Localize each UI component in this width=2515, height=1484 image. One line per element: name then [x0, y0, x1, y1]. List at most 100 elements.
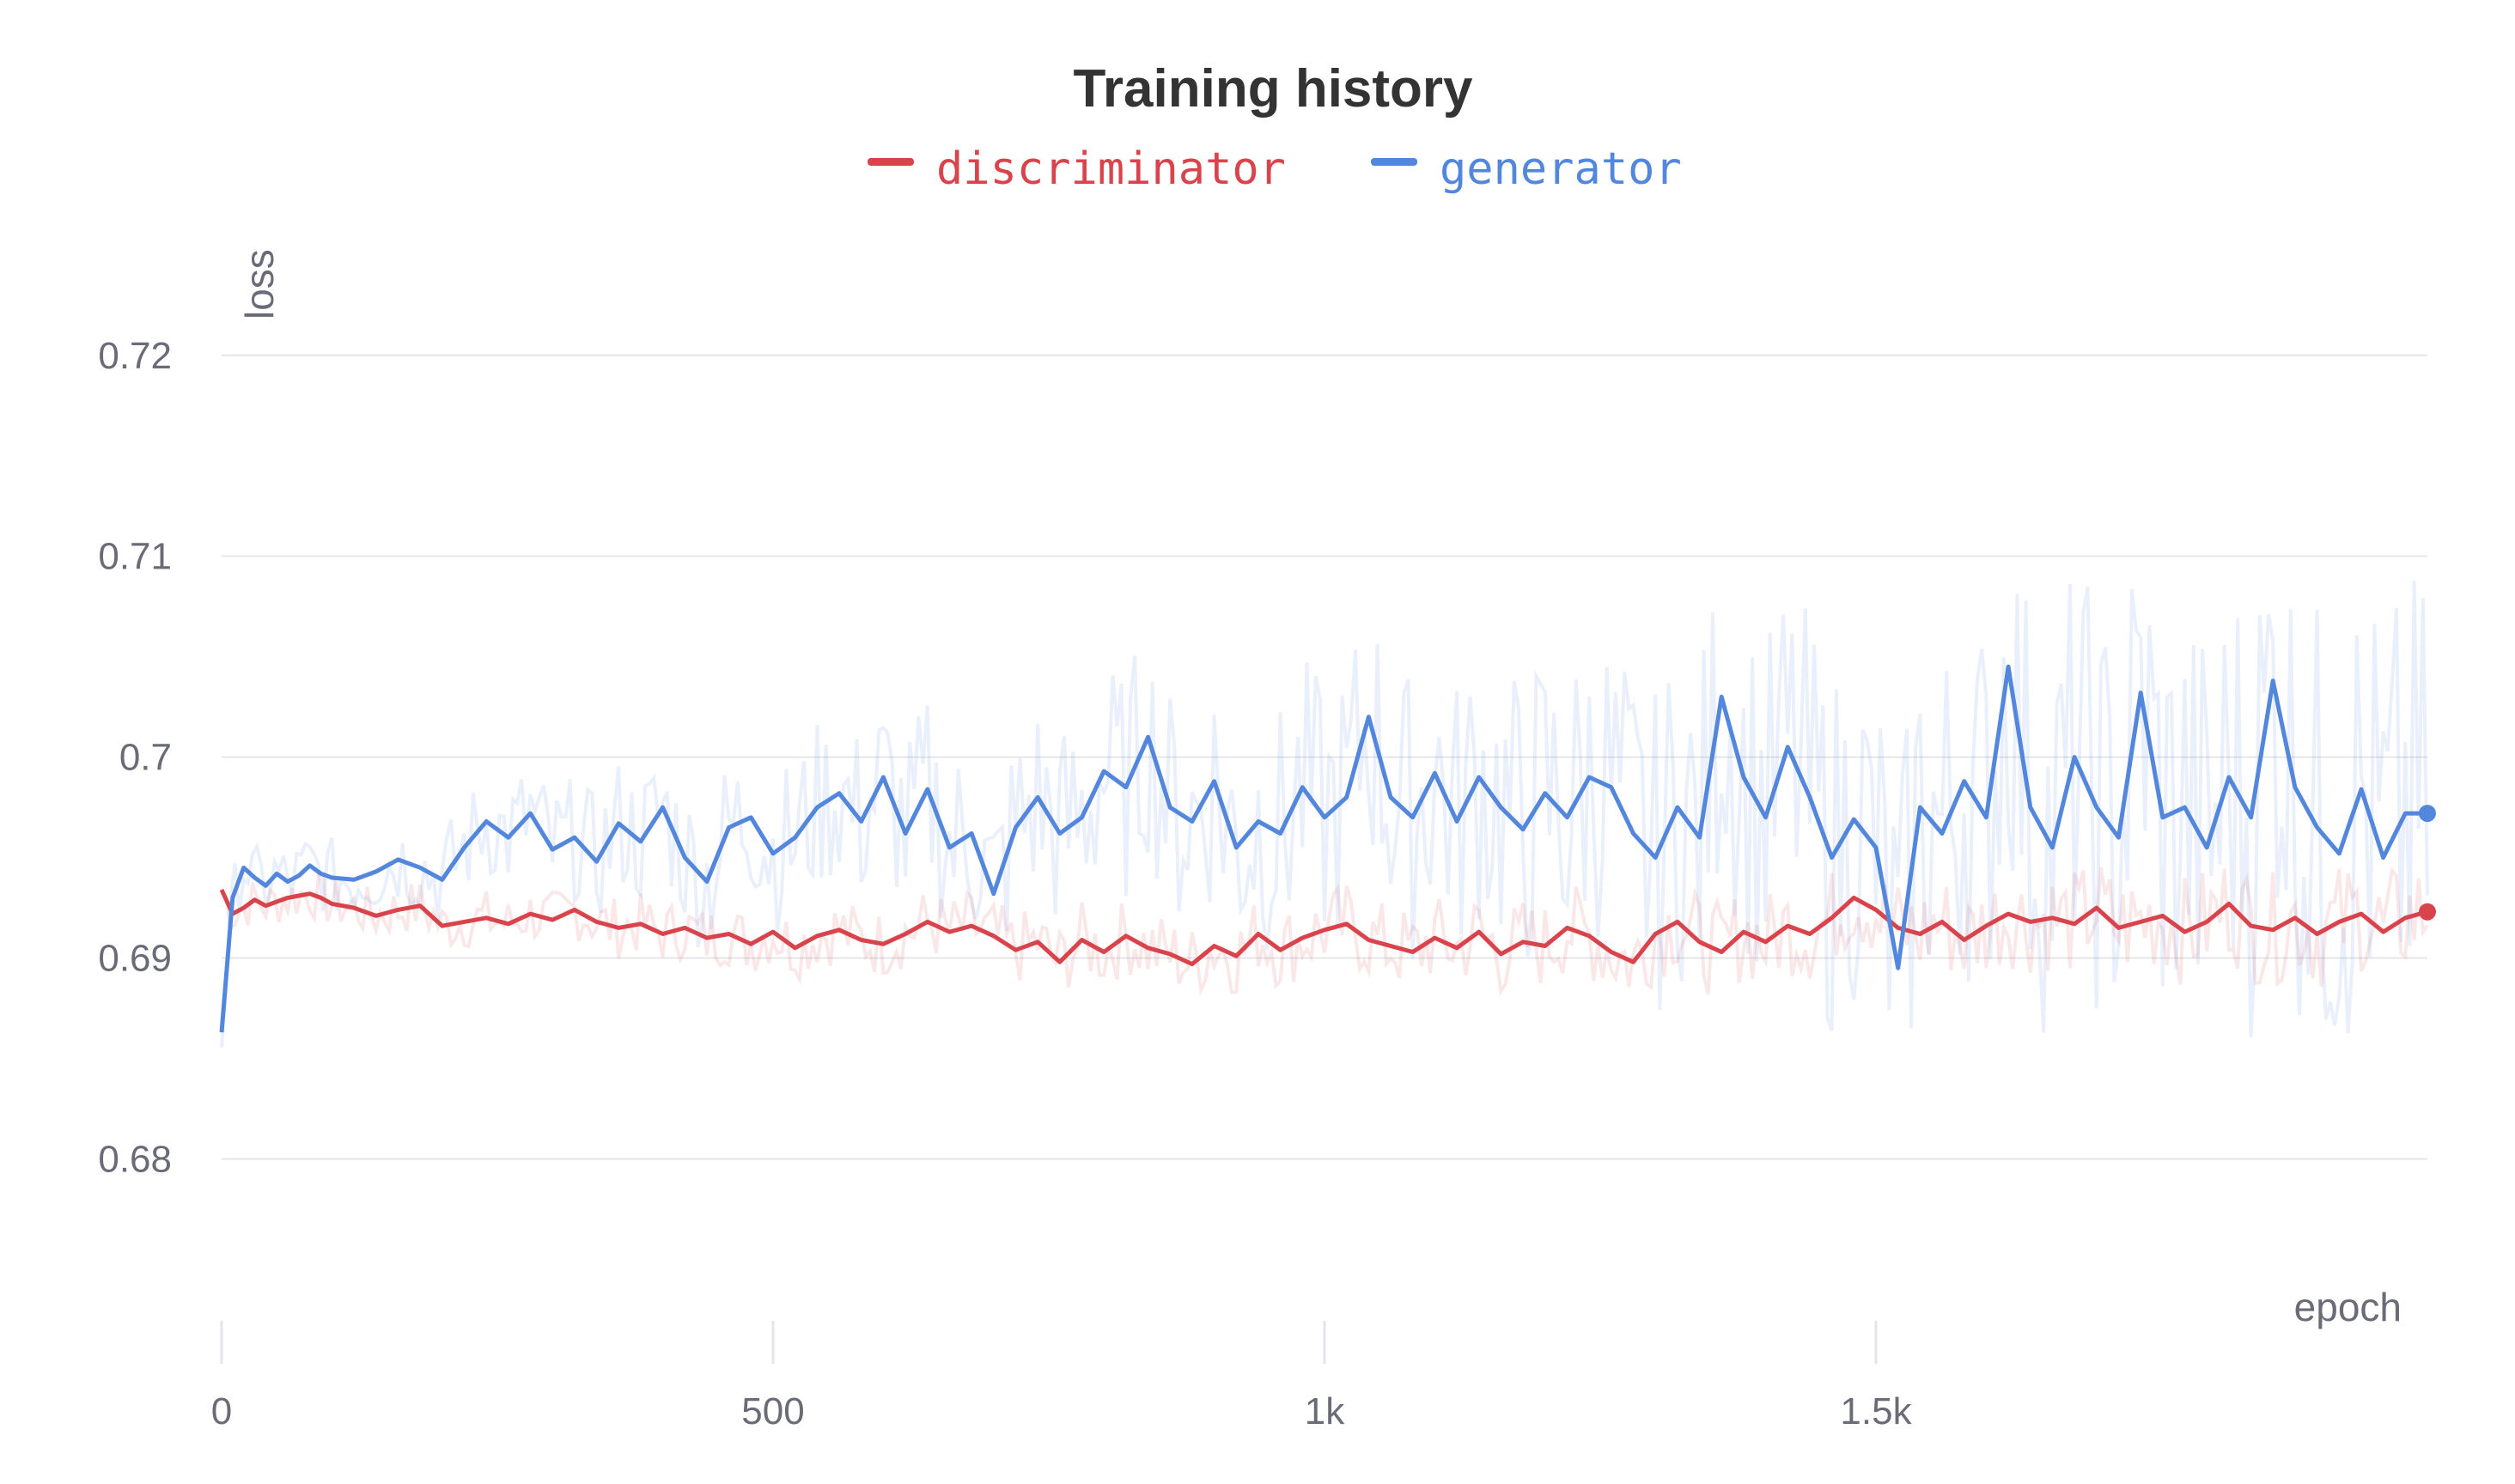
point-generator-86[interactable] — [2007, 665, 2011, 669]
point-generator-76[interactable] — [1786, 745, 1790, 749]
point-discriminator-2[interactable] — [241, 906, 246, 910]
point-discriminator-12[interactable] — [374, 914, 378, 918]
point-discriminator-23[interactable] — [617, 926, 621, 930]
point-generator-45[interactable] — [1102, 769, 1106, 774]
point-generator-57[interactable] — [1367, 715, 1371, 719]
point-generator-84[interactable] — [1962, 779, 1966, 783]
point-generator-89[interactable] — [2073, 755, 2077, 759]
point-discriminator-8[interactable] — [308, 891, 312, 896]
point-generator-24[interactable] — [638, 839, 642, 843]
point-discriminator-62[interactable] — [1477, 930, 1481, 934]
point-discriminator-54[interactable] — [1300, 936, 1305, 940]
point-discriminator-75[interactable] — [1763, 940, 1768, 944]
point-discriminator-19[interactable] — [528, 912, 533, 916]
point-discriminator-101[interactable] — [2337, 920, 2341, 924]
point-generator-104[interactable] — [2403, 812, 2408, 816]
point-discriminator-36[interactable] — [904, 932, 908, 936]
point-generator-18[interactable] — [506, 836, 510, 840]
point-discriminator-99[interactable] — [2293, 915, 2297, 920]
point-discriminator-89[interactable] — [2073, 921, 2077, 926]
point-generator-69[interactable] — [1631, 831, 1635, 836]
point-generator-99[interactable] — [2293, 785, 2297, 789]
point-discriminator-93[interactable] — [2160, 914, 2165, 918]
point-generator-27[interactable] — [705, 879, 709, 884]
point-generator-19[interactable] — [528, 812, 533, 816]
point-discriminator-74[interactable] — [1741, 930, 1745, 934]
point-discriminator-98[interactable] — [2271, 928, 2275, 932]
point-generator-59[interactable] — [1410, 815, 1415, 819]
point-generator-92[interactable] — [2139, 690, 2143, 695]
point-discriminator-68[interactable] — [1609, 950, 1613, 954]
point-discriminator-60[interactable] — [1433, 936, 1437, 940]
point-generator-73[interactable] — [1720, 695, 1724, 699]
legend-item-generator[interactable]: generator — [1371, 143, 1682, 195]
point-discriminator-37[interactable] — [925, 920, 929, 924]
point-generator-8[interactable] — [308, 863, 312, 867]
point-generator-74[interactable] — [1741, 775, 1745, 780]
point-discriminator-70[interactable] — [1653, 932, 1658, 936]
point-generator-102[interactable] — [2360, 788, 2364, 792]
point-discriminator-59[interactable] — [1410, 950, 1415, 954]
point-generator-44[interactable] — [1080, 815, 1084, 819]
point-generator-68[interactable] — [1609, 785, 1613, 789]
point-generator-40[interactable] — [991, 891, 996, 896]
point-generator-56[interactable] — [1344, 795, 1349, 800]
point-discriminator-52[interactable] — [1257, 932, 1261, 936]
point-discriminator-15[interactable] — [440, 924, 444, 928]
point-discriminator-55[interactable] — [1323, 928, 1327, 932]
point-discriminator-88[interactable] — [2050, 915, 2055, 920]
point-generator-21[interactable] — [572, 836, 576, 840]
point-discriminator-35[interactable] — [881, 942, 886, 946]
point-generator-75[interactable] — [1763, 815, 1768, 819]
point-discriminator-50[interactable] — [1212, 944, 1216, 948]
point-discriminator-85[interactable] — [1984, 924, 1988, 928]
point-discriminator-91[interactable] — [2116, 926, 2121, 930]
point-discriminator-26[interactable] — [683, 926, 687, 930]
point-discriminator-84[interactable] — [1962, 938, 1966, 942]
point-discriminator-64[interactable] — [1521, 940, 1525, 944]
point-discriminator-29[interactable] — [749, 942, 753, 946]
point-discriminator-51[interactable] — [1234, 954, 1239, 958]
point-discriminator-25[interactable] — [661, 932, 665, 936]
point-discriminator-45[interactable] — [1102, 950, 1106, 954]
point-generator-5[interactable] — [275, 872, 279, 876]
point-generator-32[interactable] — [815, 806, 819, 810]
point-discriminator-44[interactable] — [1080, 938, 1084, 942]
point-generator-81[interactable] — [1896, 966, 1900, 970]
point-discriminator-82[interactable] — [1918, 932, 1922, 936]
point-discriminator-100[interactable] — [2315, 932, 2319, 936]
point-generator-51[interactable] — [1234, 845, 1239, 849]
point-generator-29[interactable] — [749, 815, 753, 819]
point-discriminator-0[interactable] — [220, 888, 224, 892]
point-discriminator-30[interactable] — [771, 930, 776, 934]
point-generator-3[interactable] — [253, 876, 257, 880]
point-generator-1[interactable] — [230, 896, 234, 900]
point-generator-49[interactable] — [1190, 819, 1194, 824]
point-generator-33[interactable] — [837, 791, 842, 795]
point-generator-25[interactable] — [661, 806, 665, 810]
point-generator-52[interactable] — [1257, 819, 1261, 824]
point-generator-23[interactable] — [617, 821, 621, 825]
point-generator-103[interactable] — [2381, 855, 2385, 860]
point-generator-94[interactable] — [2183, 806, 2187, 810]
point-generator-15[interactable] — [440, 878, 444, 882]
point-generator-46[interactable] — [1124, 785, 1128, 789]
point-discriminator-42[interactable] — [1036, 940, 1040, 944]
point-discriminator-53[interactable] — [1278, 948, 1282, 952]
point-generator-70[interactable] — [1653, 855, 1658, 860]
point-generator-80[interactable] — [1874, 845, 1879, 849]
point-generator-47[interactable] — [1146, 735, 1150, 739]
point-generator-101[interactable] — [2337, 851, 2341, 855]
point-discriminator-28[interactable] — [727, 932, 731, 936]
point-generator-16[interactable] — [462, 845, 466, 849]
point-generator-65[interactable] — [1543, 791, 1547, 795]
point-discriminator-77[interactable] — [1808, 932, 1812, 936]
point-discriminator-102[interactable] — [2360, 912, 2364, 916]
point-generator-55[interactable] — [1323, 815, 1327, 819]
point-discriminator-32[interactable] — [815, 934, 819, 938]
point-discriminator-21[interactable] — [572, 908, 576, 912]
point-discriminator-78[interactable] — [1830, 915, 1834, 920]
point-generator-7[interactable] — [296, 873, 301, 878]
point-generator-10[interactable] — [330, 876, 334, 880]
legend-item-discriminator[interactable]: discriminator — [868, 143, 1286, 195]
